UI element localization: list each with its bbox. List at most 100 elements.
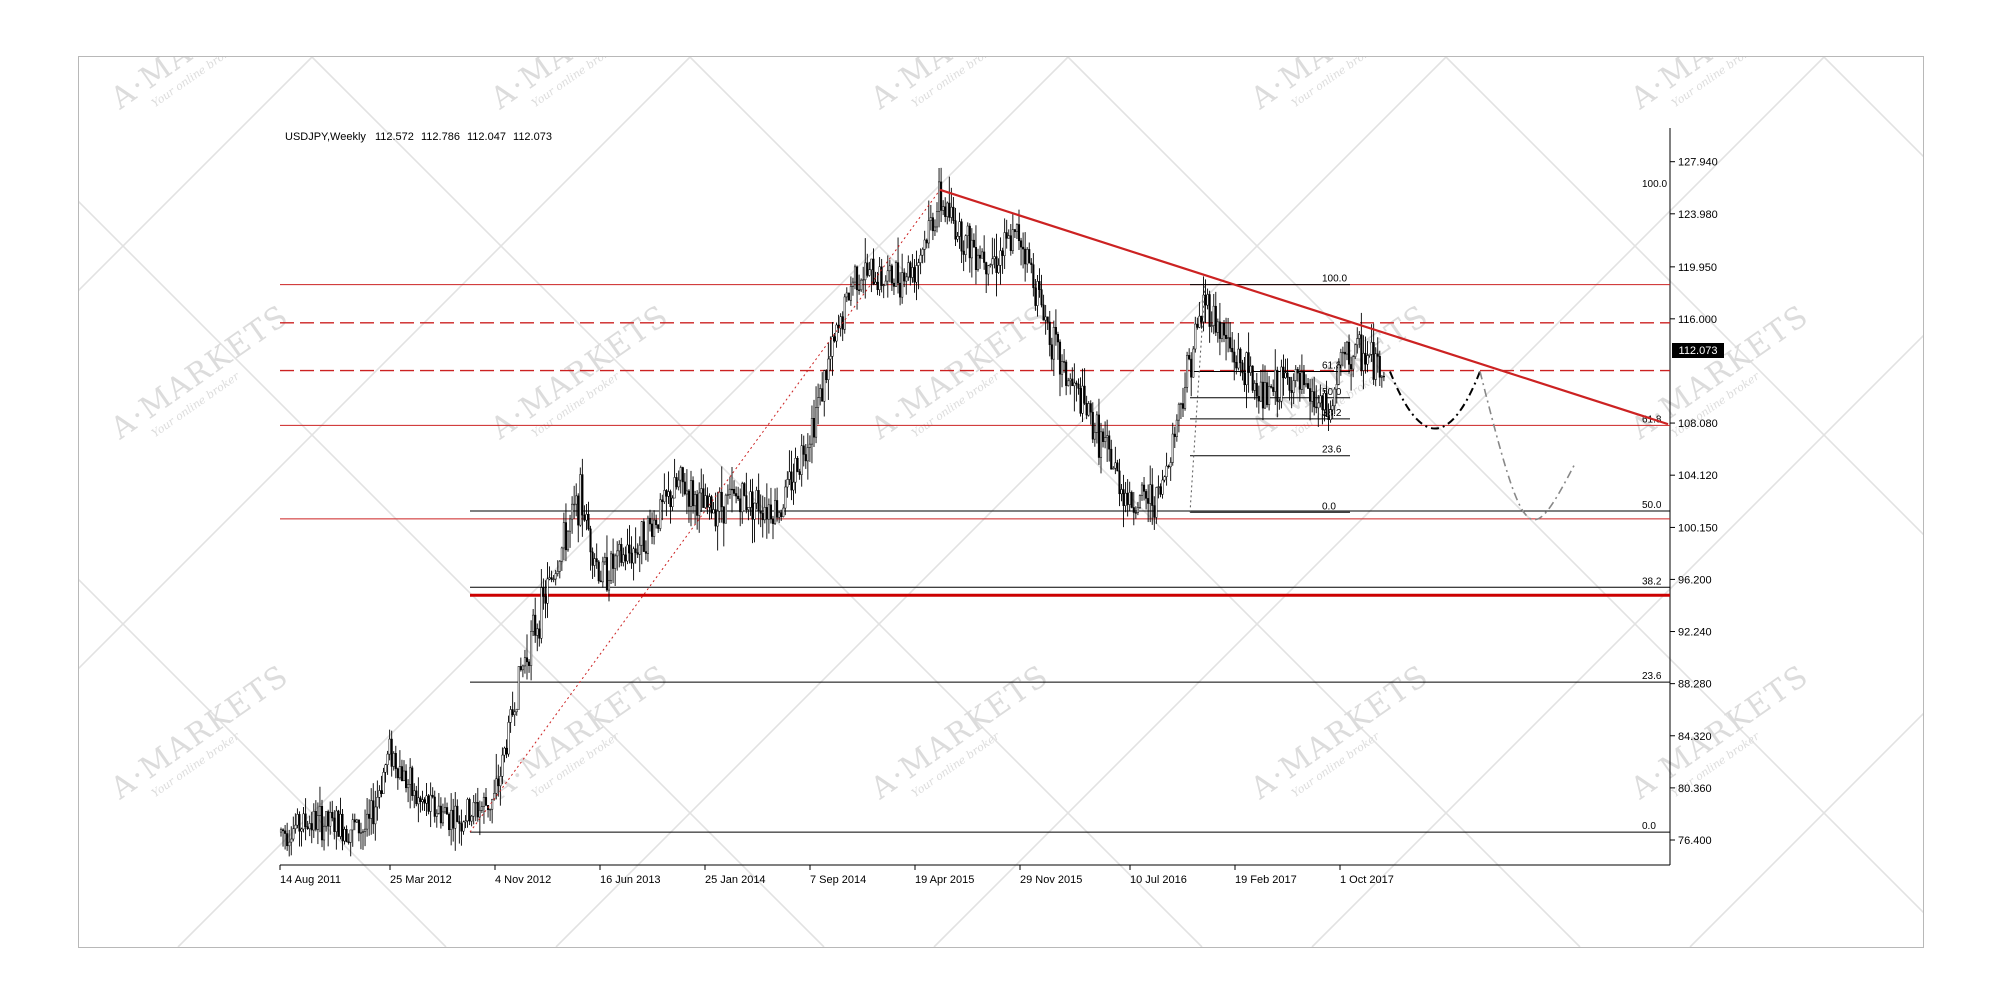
candle-body: [515, 708, 518, 713]
y-tick-label: 76.400: [1678, 835, 1712, 847]
candle-body: [640, 521, 643, 546]
candle-body: [320, 805, 324, 841]
candle-body: [929, 217, 932, 221]
candle-body: [554, 573, 557, 580]
candle-body: [718, 491, 721, 512]
candle-body: [944, 206, 947, 217]
candle-body: [1233, 351, 1236, 363]
candle-body: [405, 770, 408, 789]
fib-short-label: 50.0: [1322, 387, 1342, 398]
candle-body: [942, 206, 945, 211]
candle-body: [1128, 492, 1131, 505]
candle-body: [1259, 381, 1262, 402]
candle-body: [499, 776, 502, 787]
candle-body: [667, 491, 670, 497]
candle-body: [847, 292, 850, 301]
candle-body: [919, 254, 922, 263]
candle-body: [1009, 235, 1012, 251]
candle-body: [829, 356, 832, 360]
watermark-line: [1823, 57, 1923, 158]
candle-body: [853, 266, 857, 283]
candle-body: [1274, 369, 1277, 392]
candle-body: [421, 799, 424, 802]
candle-body: [1026, 249, 1029, 265]
x-tick-label: 19 Feb 2017: [1235, 874, 1297, 886]
candle-body: [1015, 224, 1019, 232]
candle-body: [712, 509, 715, 514]
candle-body: [823, 370, 826, 402]
candle-body: [1263, 382, 1267, 409]
high-value: 112.786: [421, 131, 460, 143]
fib-short-label: 61.8: [1322, 360, 1342, 371]
candle-body: [534, 614, 537, 636]
fibonacci-levels: 100.061.850.038.223.60.0100.061.850.038.…: [470, 179, 1670, 833]
candle-body: [878, 266, 881, 290]
candle-body: [591, 551, 594, 566]
candle-body: [708, 496, 711, 508]
candle-body: [1235, 362, 1238, 369]
candle-body: [1095, 414, 1098, 433]
candle-body: [458, 821, 461, 824]
candle-body: [1294, 369, 1297, 381]
candle-body: [548, 577, 551, 580]
candle-body: [370, 800, 373, 819]
watermark-line: [79, 578, 447, 947]
candle-body: [964, 235, 967, 255]
candle-body: [413, 790, 416, 796]
candle-body: [441, 811, 444, 824]
candle-body: [833, 336, 836, 342]
candle-body: [341, 813, 344, 842]
candle-body: [1337, 364, 1340, 385]
candle-body: [1212, 305, 1215, 326]
candle-body: [976, 254, 980, 270]
projection-wave-black: [1389, 371, 1481, 430]
candle-body: [890, 265, 893, 284]
candle-body: [542, 587, 545, 597]
candle-body: [851, 281, 855, 287]
candle-body: [651, 523, 654, 537]
candle-body: [1323, 392, 1326, 410]
candle-body: [1253, 383, 1256, 391]
candle-body: [948, 202, 951, 218]
candle-body: [870, 258, 873, 271]
candle-body: [720, 491, 723, 508]
candle-body: [382, 771, 385, 794]
candle-body: [1097, 414, 1101, 458]
candle-body: [312, 811, 315, 831]
candle-body: [593, 558, 596, 566]
candle-body: [694, 494, 697, 507]
candle-body: [566, 530, 570, 551]
watermark-brand: A·MARKETS: [1244, 0, 1436, 117]
axes: [280, 128, 1671, 866]
candle-body: [329, 812, 332, 827]
candle-body: [755, 490, 758, 504]
candle-body: [318, 805, 321, 816]
x-tick-label: 14 Aug 2011: [280, 874, 341, 886]
chart-layer: USDJPY,Weekly 112.572 112.786 112.047 11…: [279, 128, 1724, 886]
candle-body: [866, 262, 869, 276]
candle-body: [860, 279, 863, 291]
candle-body: [454, 805, 457, 829]
candle-body: [1284, 372, 1287, 379]
candle-body: [1302, 371, 1306, 386]
projection-waves: [1389, 371, 1576, 521]
candle-body: [780, 512, 783, 517]
candle-body: [622, 554, 625, 563]
candle-body: [798, 471, 801, 475]
candle-body: [1243, 372, 1246, 386]
candle-body: [571, 503, 574, 520]
symbol-label: USDJPY,Weekly: [285, 131, 366, 143]
candle-body: [728, 488, 732, 495]
candle-body: [825, 370, 828, 380]
candle-body: [925, 239, 928, 244]
candle-body: [1270, 386, 1273, 388]
candle-body: [1374, 353, 1377, 380]
candle-body: [784, 486, 787, 509]
candle-body: [407, 784, 410, 789]
candle-body: [696, 494, 699, 516]
candle-body: [1052, 327, 1055, 360]
candle-body: [864, 262, 867, 281]
candle-body: [845, 292, 848, 298]
